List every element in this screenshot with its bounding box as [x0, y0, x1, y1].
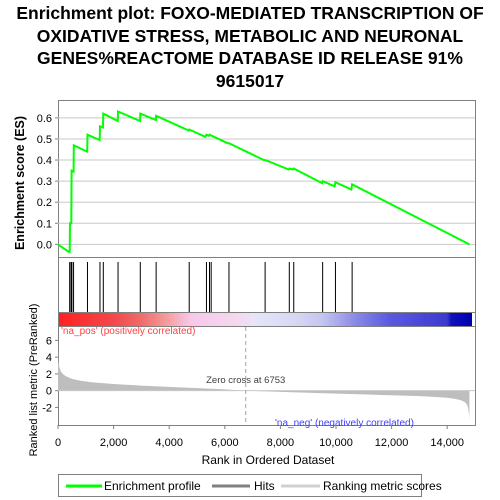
ranking-y-tick-label: 0	[46, 386, 52, 398]
correlation-heat-bar	[58, 312, 472, 326]
x-tick-label: 10,000	[319, 437, 353, 449]
x-tick-label: 14,000	[430, 437, 464, 449]
legend: Enrichment profile Hits Ranking metric s…	[58, 474, 442, 497]
title-line-1: Enrichment plot: FOXO-MEDIATED TRANSCRIP…	[16, 3, 484, 23]
legend-enrichment-label: Enrichment profile	[104, 479, 201, 493]
x-axis-ticks: 0 2,000 4,000 6,000 8,000 10,000 12,000 14,000	[55, 425, 464, 449]
ranking-y-tick-label: -2	[42, 402, 52, 414]
enrichment-profile-line	[57, 109, 470, 253]
ranking-y-tick-label: 6	[46, 335, 52, 347]
hits-panel-frame	[58, 257, 476, 313]
legend-ranking-label: Ranking metric scores	[323, 479, 442, 493]
chart-title: Enrichment plot: FOXO-MEDIATED TRANSCRIP…	[0, 2, 500, 92]
ranking-y-axis-ticks: -2 0 2 4 6	[42, 335, 58, 414]
hits-markers	[69, 262, 353, 312]
title-line-2: OXIDATIVE STRESS, METABOLIC AND NEURONAL	[36, 25, 464, 46]
es-y-axis-ticks: 0.0 0.1 0.2 0.3 0.4 0.5 0.6	[37, 113, 58, 251]
es-y-tick-label: 0.3	[37, 176, 52, 188]
es-panel-frame	[58, 100, 476, 258]
es-y-tick-label: 0.2	[37, 197, 52, 209]
es-y-tick-label: 0.5	[37, 134, 52, 146]
na-pos-label: 'na_pos' (positively correlated)	[61, 326, 195, 337]
x-tick-label: 0	[55, 437, 61, 449]
x-axis-label: Rank in Ordered Dataset	[202, 453, 335, 467]
na-neg-label: 'na_neg' (negatively correlated)	[275, 418, 414, 429]
ranking-panel-frame	[58, 326, 476, 426]
ranking-y-tick-label: 4	[46, 352, 52, 364]
x-tick-label: 2,000	[100, 437, 128, 449]
x-tick-label: 6,000	[211, 437, 239, 449]
es-y-tick-label: 0.6	[37, 113, 52, 125]
title-line-4: 9615017	[215, 70, 285, 91]
x-tick-label: 12,000	[375, 437, 409, 449]
es-y-tick-label: 0.1	[37, 218, 52, 230]
legend-hits-label: Hits	[254, 479, 275, 493]
es-y-axis-label: Enrichment score (ES)	[13, 116, 27, 250]
x-tick-label: 8,000	[267, 437, 295, 449]
es-y-tick-label: 0.0	[37, 239, 52, 251]
ranking-y-tick-label: 2	[46, 369, 52, 381]
ranking-y-axis-label: Ranked list metric (PreRanked)	[28, 304, 40, 457]
zero-cross-label: Zero cross at 6753	[206, 375, 285, 386]
title-line-3: GENES%REACTOME DATABASE ID RELEASE 91%	[37, 48, 463, 68]
es-y-tick-label: 0.4	[37, 155, 52, 167]
x-tick-label: 4,000	[155, 437, 183, 449]
